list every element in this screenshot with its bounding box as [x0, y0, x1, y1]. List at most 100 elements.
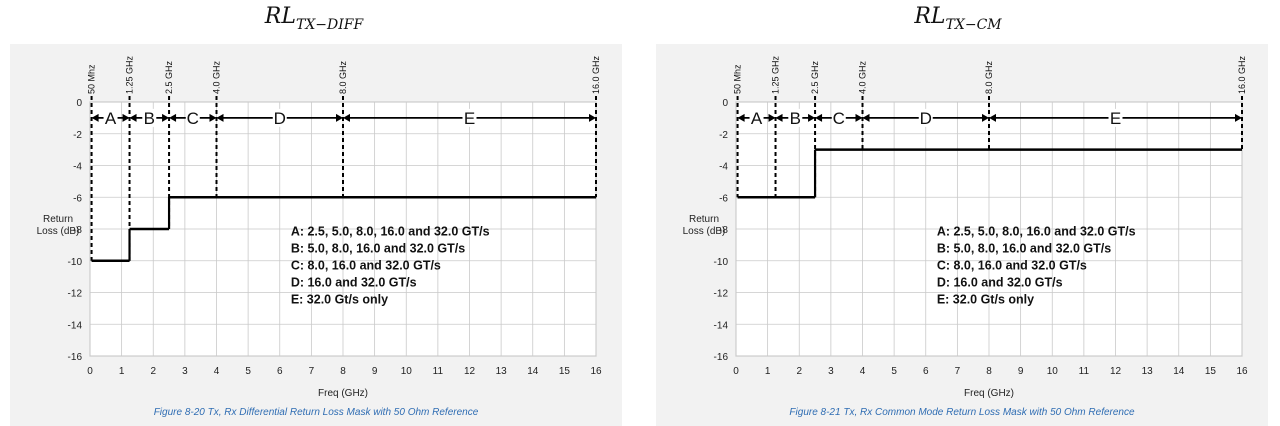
band-arrowhead-right	[336, 113, 343, 122]
legend-line: E: 32.0 Gt/s only	[937, 292, 1034, 306]
freq-marker-label: 4.0 GHz	[858, 60, 868, 94]
x-tick-label: 11	[1079, 366, 1090, 377]
band-arrowhead-left	[129, 113, 137, 122]
y-tick-label: -14	[714, 320, 729, 331]
band-arrowhead-left	[91, 113, 99, 122]
band-arrowhead-right	[162, 113, 170, 122]
y-tick-label: -8	[719, 225, 728, 236]
y-tick-label: -14	[68, 320, 83, 331]
x-tick-label: 12	[464, 366, 476, 377]
band-label-bg	[749, 108, 764, 127]
band-arrowhead-right	[209, 113, 217, 122]
band-arrowhead-left	[169, 113, 177, 122]
figure-caption-diff: Figure 8-20 Tx, Rx Differential Return L…	[153, 407, 479, 418]
freq-marker-label: 4.0 GHz	[212, 60, 222, 94]
band-arrowhead-left	[862, 113, 870, 122]
x-tick-label: 8	[986, 366, 992, 377]
y-tick-label: -12	[68, 289, 83, 300]
y-axis-label: Return	[43, 214, 73, 225]
freq-marker-label: 16.0 GHz	[1237, 55, 1247, 94]
band-arrowhead-right	[1235, 113, 1242, 122]
x-tick-label: 1	[765, 366, 771, 377]
legend-line: D: 16.0 and 32.0 GT/s	[937, 275, 1063, 289]
freq-marker-label: 1.25 GHz	[125, 55, 135, 94]
legend-line: A: 2.5, 5.0, 8.0, 16.0 and 32.0 GT/s	[937, 224, 1136, 238]
band-label: D	[920, 109, 932, 128]
x-tick-label: 13	[496, 366, 508, 377]
chart-svg-cm: 0 1 2 3 4 5 6 7 8 9 10 11 12 13 14 15 160-2-4-6-8-10-12-…	[683, 55, 1248, 399]
chart-title-diff-main: RL	[264, 4, 296, 29]
freq-marker-label: 8.0 GHz	[984, 60, 994, 94]
x-tick-label: 5	[891, 366, 897, 377]
band-label: C	[833, 109, 845, 128]
band-arrowhead-right	[122, 113, 130, 122]
band-label-bg	[142, 108, 157, 127]
x-tick-label: 10	[401, 366, 413, 377]
y-tick-label: -4	[73, 162, 82, 173]
y-tick-label: 0	[76, 98, 82, 109]
freq-marker-label: 8.0 GHz	[338, 60, 348, 94]
band-arrowhead-left	[343, 113, 350, 122]
x-axis-label: Freq (GHz)	[964, 388, 1014, 399]
band-label-bg	[103, 108, 118, 127]
band-label: C	[187, 109, 199, 128]
chart-title-cm: RLTX−CM	[808, 4, 1108, 33]
x-axis-label: Freq (GHz)	[318, 388, 368, 399]
y-tick-label: -10	[68, 257, 83, 268]
x-tick-label: 4	[860, 366, 866, 377]
legend-line: C: 8.0, 16.0 and 32.0 GT/s	[291, 258, 441, 272]
band-label-bg	[462, 108, 477, 127]
x-tick-label: 2	[796, 366, 802, 377]
y-tick-label: -4	[719, 162, 728, 173]
band-arrowhead-left	[815, 113, 823, 122]
chart-title-cm-main: RL	[914, 4, 946, 29]
band-label: A	[751, 109, 763, 128]
band-arrowhead-right	[855, 113, 863, 122]
chart-panel-diff: 0 1 2 3 4 5 6 7 8 9 10 11 12 13 14 15 16 0 -2 -4 -6 -8 -10 -12-…	[10, 44, 622, 426]
y-tick-label: -10	[714, 257, 729, 268]
y-tick-label: -6	[719, 193, 728, 204]
band-arrowhead-left	[989, 113, 996, 122]
freq-marker-label: 50 Mhz	[733, 64, 743, 94]
x-tick-label: 10	[1047, 366, 1059, 377]
x-tick-label: 7	[309, 366, 315, 377]
band-arrowhead-left	[775, 113, 783, 122]
x-tick-label: 0	[87, 366, 93, 377]
band-label-bg	[831, 108, 846, 127]
band-arrowhead-left	[737, 113, 745, 122]
y-tick-label: -12	[714, 289, 729, 300]
y-axis-label: Loss (dB)	[37, 226, 80, 237]
freq-marker-label: 2.5 GHz	[810, 60, 820, 94]
band-label-bg	[185, 108, 200, 127]
figure-caption-cm: Figure 8-21 Tx, Rx Common Mode Return Lo…	[789, 407, 1135, 418]
chart-svg-diff: 0 1 2 3 4 5 6 7 8 9 10 11 12 13 14 15 160-2-4-6-8-10-12-…	[37, 55, 602, 399]
x-tick-label: 3	[828, 366, 834, 377]
band-label: E	[464, 109, 475, 128]
freq-marker-label: 50 Mhz	[87, 64, 97, 94]
x-tick-label: 8	[340, 366, 346, 377]
x-tick-label: 9	[1018, 366, 1024, 377]
y-tick-label: -8	[73, 225, 82, 236]
band-label: B	[790, 109, 801, 128]
band-label: E	[1110, 109, 1121, 128]
x-tick-label: 3	[182, 366, 188, 377]
band-label-bg	[272, 108, 287, 127]
x-tick-label: 1	[119, 366, 125, 377]
y-axis-label: Loss (dB)	[683, 226, 726, 237]
legend-line: B: 5.0, 8.0, 16.0 and 32.0 GT/s	[291, 241, 465, 255]
band-arrowhead-right	[982, 113, 989, 122]
band-label-bg	[788, 108, 803, 127]
y-tick-label: 0	[722, 98, 728, 109]
chart-title-diff-sub: TX−DIFF	[295, 17, 364, 33]
freq-marker-label: 1.25 GHz	[771, 55, 781, 94]
chart-title-diff: RLTX−DIFF	[164, 4, 464, 33]
chart-panel-cm: 0 1 2 3 4 5 6 7 8 9 10 11 12 13 14 15 16 0 -2 -4 -6 -8 -10 -12-…	[656, 44, 1268, 426]
y-tick-label: -2	[719, 130, 728, 141]
y-tick-label: -16	[714, 352, 729, 363]
x-tick-label: 7	[955, 366, 961, 377]
x-tick-label: 15	[1205, 366, 1217, 377]
x-tick-label: 11	[433, 366, 444, 377]
x-tick-label: 16	[1236, 366, 1248, 377]
band-label: D	[274, 109, 286, 128]
freq-marker-label: 16.0 GHz	[591, 55, 601, 94]
